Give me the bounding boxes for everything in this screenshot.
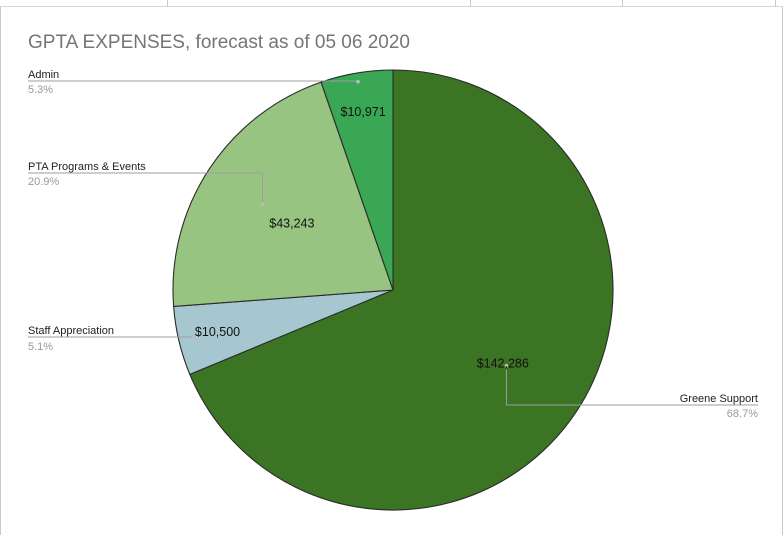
slice-name-label: Admin <box>28 69 59 81</box>
slice-name-label: Greene Support <box>680 393 758 405</box>
pie-slice-admin[interactable] <box>320 69 394 291</box>
pie-slice-pta-programs-events[interactable] <box>172 81 394 307</box>
slice-value-label: $10,971 <box>341 105 386 119</box>
leader-dot <box>260 202 265 207</box>
slice-percent-label: 5.3% <box>28 84 53 96</box>
slice-value-label: $10,500 <box>195 325 240 339</box>
column-gridline <box>470 0 471 6</box>
slice-percent-label: 20.9% <box>28 176 59 188</box>
leader-line <box>505 365 758 406</box>
column-gridline <box>167 0 168 6</box>
pie-slice-greene-support[interactable] <box>189 69 614 511</box>
slice-value-label: $43,243 <box>269 217 314 231</box>
slice-percent-label: 5.1% <box>28 341 53 353</box>
slice-labels: $142,286 Greene Support 68.7% $10,500 Staff … <box>28 69 758 420</box>
slice-name-label: PTA Programs & Events <box>28 161 146 173</box>
leader-dot <box>504 363 509 368</box>
slice-value-label: $142,286 <box>477 356 529 370</box>
leader-line <box>28 172 263 205</box>
leader-dot <box>192 335 196 340</box>
slice-name-label: Staff Appreciation <box>28 325 114 337</box>
column-gridline <box>622 0 623 6</box>
leader-dot <box>356 79 360 84</box>
leader-line <box>28 80 359 82</box>
pie-slices <box>172 69 614 511</box>
slice-percent-label: 68.7% <box>727 408 758 420</box>
leader-lines <box>28 79 758 406</box>
chart-title: GPTA EXPENSES, forecast as of 05 06 2020 <box>28 32 410 53</box>
column-gridline <box>775 0 776 6</box>
